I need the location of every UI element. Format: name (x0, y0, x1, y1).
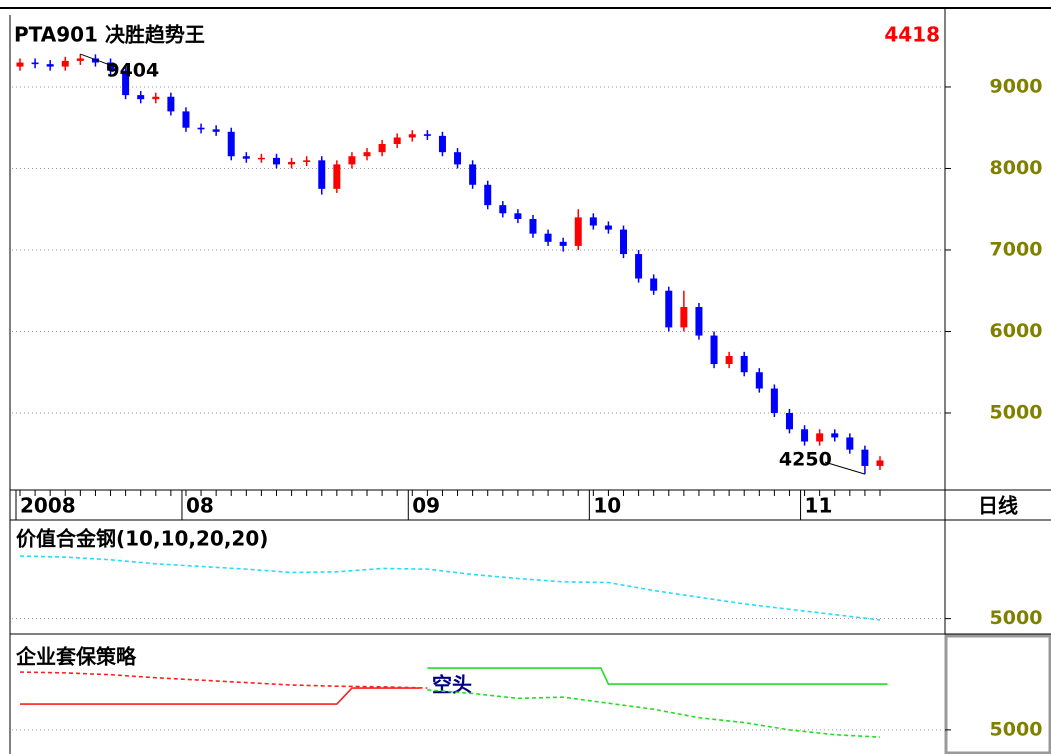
candle-body (61, 60, 69, 67)
candle-body (152, 96, 160, 100)
x-tick-label: 09 (412, 494, 440, 518)
line (427, 667, 888, 685)
candle-body (499, 205, 507, 214)
candle-body (589, 217, 597, 226)
candle-body (122, 70, 130, 96)
candle-body (725, 355, 733, 365)
candle-body (46, 64, 54, 67)
x-tick-label: 10 (593, 494, 621, 518)
y-tick-label: 8000 (990, 157, 1043, 179)
candle-body (514, 213, 522, 220)
candle-body (31, 62, 39, 65)
candle-body (861, 449, 869, 466)
dashed-line (19, 671, 428, 689)
y-tick-label: 7000 (990, 238, 1043, 260)
candle-body (816, 433, 824, 442)
candle-body (831, 433, 839, 438)
candle-body (182, 111, 190, 128)
dashed-line (427, 689, 881, 738)
x-tick-label: 08 (186, 494, 214, 518)
candle-body (197, 127, 205, 130)
candle-body (454, 152, 462, 165)
candle-body (272, 157, 280, 165)
high-label: 9404 (106, 60, 159, 82)
candle-body (378, 144, 386, 153)
candle-body (620, 229, 628, 255)
candle-body (529, 219, 537, 234)
candle-body (16, 62, 24, 67)
candle-body (801, 429, 809, 442)
candle-body (91, 58, 99, 63)
period-label: 日线 (978, 494, 1018, 518)
candle-body (484, 184, 492, 206)
candle-body (438, 135, 446, 153)
line (20, 687, 420, 705)
candle-body (650, 278, 658, 291)
candle-body (257, 157, 265, 160)
candle-body (137, 95, 145, 100)
candle-body (333, 164, 341, 189)
candle-body (288, 161, 296, 165)
candle-body (740, 355, 748, 373)
y-tick-label: 6000 (990, 320, 1043, 342)
x-tick-label: 11 (805, 494, 833, 518)
candle-body (363, 152, 371, 157)
candle-body (408, 134, 416, 138)
candle-body (846, 437, 854, 450)
y-tick-label: 5000 (990, 401, 1043, 423)
corner-frame (944, 634, 1051, 754)
candle-body (423, 134, 431, 136)
candle-body (770, 388, 778, 413)
low-label: 4250 (779, 449, 832, 471)
candle-body (785, 412, 793, 430)
candle-body (167, 96, 175, 112)
candle-body (318, 160, 326, 189)
candle-body (710, 335, 718, 365)
candle-body (303, 160, 311, 162)
dashed-line (19, 555, 881, 621)
candle-body (876, 460, 884, 466)
candle-body (212, 129, 220, 132)
panel-title: 企业套保策略 (15, 645, 137, 669)
y-tick-label: 5000 (990, 607, 1043, 629)
candle-body (227, 131, 235, 157)
candle-body (107, 62, 115, 71)
y-tick-label: 5000 (990, 718, 1043, 740)
panel-title: 价值合金钢(10,10,20,20) (16, 527, 268, 551)
candle-body (635, 254, 643, 279)
candle-body (348, 156, 356, 165)
high-pointer (80, 53, 119, 69)
candle-body (755, 372, 763, 389)
candle-body (393, 137, 401, 145)
last-price: 4418 (884, 23, 940, 47)
y-tick-label: 9000 (990, 75, 1043, 97)
candle-body (559, 241, 567, 246)
candle-body (469, 164, 477, 185)
chart-title: PTA901 决胜趋势王 (14, 23, 205, 47)
candle-body (695, 307, 703, 336)
candle-body (574, 217, 582, 246)
candle-body (76, 58, 84, 61)
candle-body (242, 156, 250, 159)
candle-body (665, 290, 673, 328)
candle-body (680, 307, 688, 328)
low-pointer (824, 461, 866, 475)
candle-body (544, 233, 552, 242)
x-tick-label: 2008 (20, 494, 76, 518)
candle-body (604, 225, 612, 230)
